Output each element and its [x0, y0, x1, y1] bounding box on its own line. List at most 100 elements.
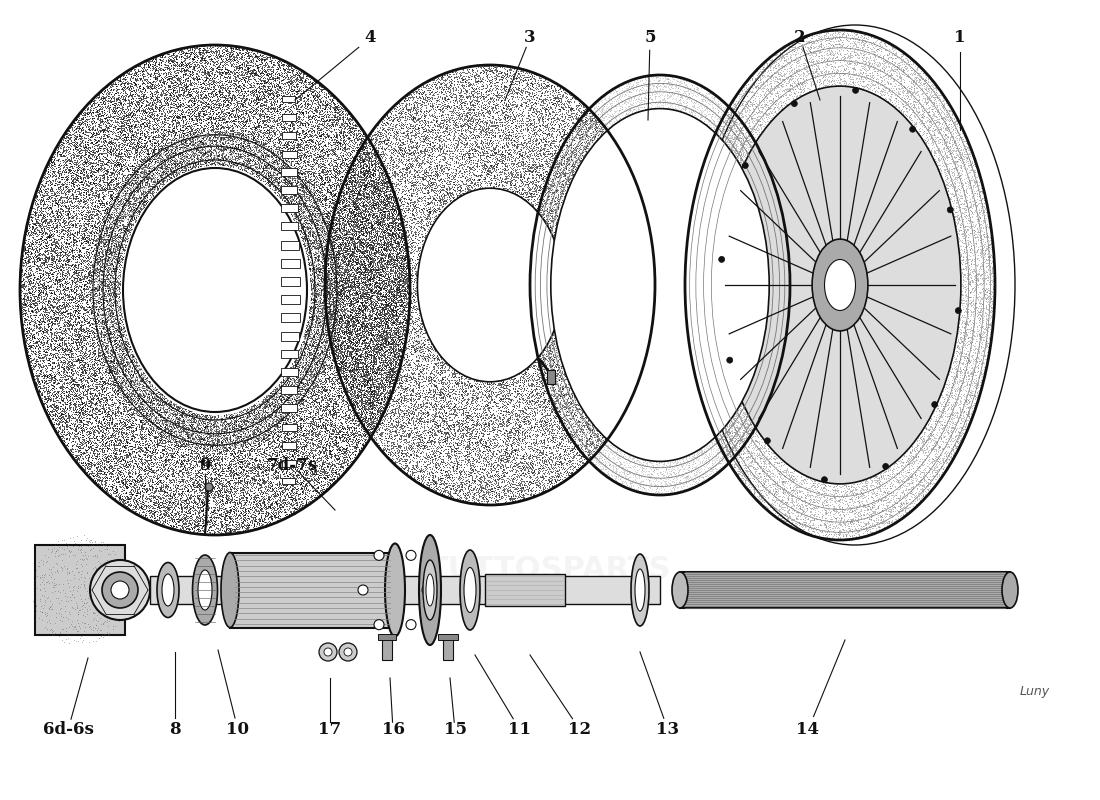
- Point: [691, 321, 708, 334]
- Point: [689, 223, 706, 236]
- Point: [223, 85, 241, 98]
- Point: [122, 354, 140, 366]
- Point: [332, 271, 350, 284]
- Point: [200, 417, 218, 430]
- Point: [221, 126, 239, 139]
- Point: [329, 326, 346, 338]
- Point: [950, 148, 968, 161]
- Point: [424, 135, 441, 148]
- Point: [368, 331, 386, 344]
- Point: [774, 482, 792, 495]
- Point: [450, 132, 468, 145]
- Point: [51, 299, 68, 312]
- Point: [536, 279, 553, 292]
- Point: [900, 93, 917, 106]
- Point: [315, 340, 332, 353]
- Point: [603, 374, 620, 387]
- Point: [66, 266, 84, 279]
- Point: [487, 389, 505, 402]
- Point: [161, 399, 178, 412]
- Point: [44, 197, 62, 210]
- Point: [314, 338, 331, 351]
- Point: [44, 348, 62, 361]
- Point: [602, 445, 619, 458]
- Point: [95, 423, 112, 436]
- Point: [447, 486, 464, 499]
- Point: [367, 275, 385, 288]
- Point: [959, 265, 977, 278]
- Point: [89, 386, 107, 399]
- Point: [89, 308, 107, 321]
- Point: [575, 456, 593, 469]
- Point: [602, 396, 619, 409]
- Point: [724, 176, 741, 189]
- Point: [184, 113, 201, 126]
- Point: [613, 315, 630, 328]
- Point: [133, 122, 151, 134]
- Point: [865, 506, 882, 518]
- Point: [141, 161, 158, 174]
- Point: [81, 388, 99, 401]
- Point: [444, 422, 462, 435]
- Point: [580, 170, 597, 182]
- Point: [521, 104, 539, 117]
- Point: [151, 179, 168, 192]
- Point: [120, 109, 138, 122]
- Point: [14, 298, 32, 310]
- Point: [74, 384, 91, 397]
- Point: [322, 250, 340, 262]
- Point: [120, 224, 138, 237]
- Point: [320, 445, 338, 458]
- Point: [385, 294, 403, 306]
- Point: [870, 475, 888, 488]
- Point: [474, 90, 492, 103]
- Point: [305, 377, 322, 390]
- Point: [646, 92, 663, 105]
- Point: [468, 374, 485, 387]
- Point: [50, 366, 67, 379]
- Point: [166, 417, 184, 430]
- Point: [604, 266, 622, 279]
- Point: [451, 150, 469, 162]
- Point: [672, 452, 690, 465]
- Point: [106, 485, 123, 498]
- Point: [530, 189, 548, 202]
- Point: [956, 311, 974, 324]
- Point: [598, 282, 616, 295]
- Point: [399, 288, 417, 301]
- Point: [233, 490, 251, 503]
- Point: [352, 238, 370, 251]
- Point: [227, 434, 244, 446]
- Point: [94, 327, 111, 340]
- Point: [515, 442, 532, 455]
- Point: [186, 97, 204, 110]
- Point: [487, 97, 505, 110]
- Point: [433, 362, 451, 374]
- Point: [376, 294, 394, 307]
- Point: [292, 142, 309, 155]
- Point: [41, 359, 58, 372]
- Point: [140, 426, 157, 438]
- Point: [440, 86, 458, 98]
- Point: [90, 234, 108, 246]
- Point: [329, 171, 346, 184]
- Point: [36, 351, 54, 364]
- Point: [504, 484, 521, 497]
- Point: [864, 78, 881, 90]
- Point: [634, 74, 651, 86]
- Point: [971, 354, 989, 367]
- Point: [473, 82, 491, 95]
- Point: [102, 266, 120, 278]
- Point: [572, 459, 590, 472]
- Point: [128, 494, 145, 506]
- Point: [51, 170, 68, 182]
- Point: [289, 350, 307, 362]
- Point: [968, 212, 986, 225]
- Point: [170, 148, 188, 161]
- Point: [355, 322, 373, 334]
- Point: [966, 279, 983, 292]
- Point: [801, 510, 818, 522]
- Point: [110, 465, 128, 478]
- Point: [355, 338, 373, 351]
- Point: [100, 328, 118, 341]
